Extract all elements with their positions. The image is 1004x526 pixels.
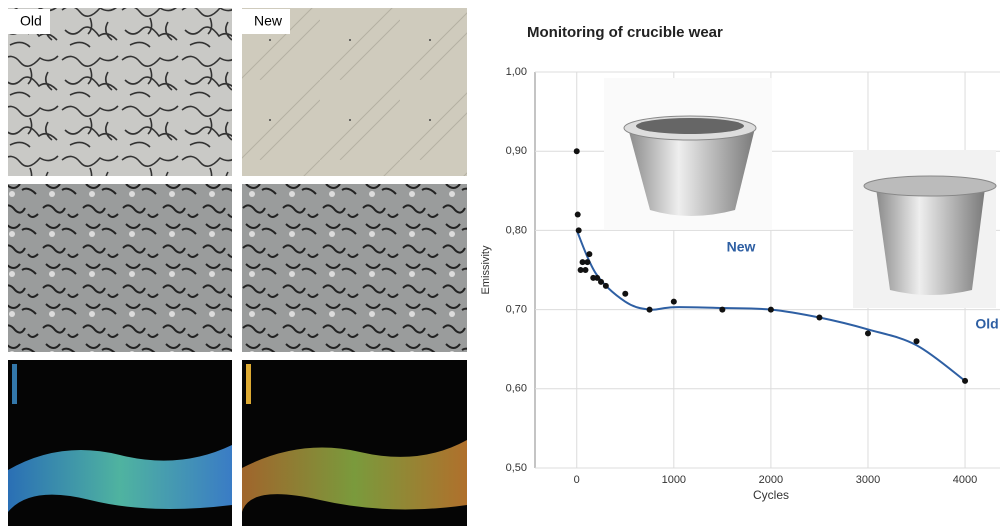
crucible-new xyxy=(628,128,755,216)
y-tick-label: 0,50 xyxy=(506,462,527,474)
x-axis-label: Cycles xyxy=(753,488,789,502)
data-point xyxy=(622,290,629,297)
label-box xyxy=(242,9,290,34)
y-tick-label: 0,90 xyxy=(506,145,527,157)
surface-old-map xyxy=(8,445,232,512)
data-point xyxy=(575,227,582,234)
data-point xyxy=(584,259,591,266)
data-point xyxy=(586,251,593,258)
x-tick-label: 0 xyxy=(574,474,580,486)
y-tick-label: 0,60 xyxy=(506,383,527,395)
x-tick-label: 3000 xyxy=(856,474,880,486)
colorbar xyxy=(12,364,17,404)
y-axis-label: Emissivity xyxy=(480,245,492,294)
data-point xyxy=(594,274,601,281)
y-tick-label: 1,00 xyxy=(506,66,527,78)
x-tick-label: 1000 xyxy=(662,474,686,486)
data-point xyxy=(864,330,871,337)
chart: Monitoring of crucible wear Emissivity C… xyxy=(480,24,1000,502)
label-box xyxy=(8,9,50,34)
data-point xyxy=(719,306,726,313)
annotation: New xyxy=(727,239,756,255)
micro-new-rough xyxy=(242,184,467,352)
data-point xyxy=(646,306,653,313)
x-tick-label: 4000 xyxy=(953,474,977,486)
crucible-rim xyxy=(863,175,997,197)
data-point xyxy=(816,314,823,321)
annotation: Old xyxy=(975,316,998,332)
data-point xyxy=(602,282,609,289)
data-point xyxy=(767,306,774,313)
data-point xyxy=(579,259,586,266)
micro-new xyxy=(242,8,467,176)
data-point xyxy=(913,338,920,345)
panel-label: Old xyxy=(20,13,42,29)
surface-new-map xyxy=(242,440,467,512)
chart-title: Monitoring of crucible wear xyxy=(527,24,723,41)
x-tick-label: 2000 xyxy=(759,474,783,486)
data-point xyxy=(598,278,605,285)
data-point xyxy=(582,267,589,273)
data-point xyxy=(574,211,581,218)
data-point xyxy=(573,148,580,155)
y-tick-label: 0,70 xyxy=(506,304,527,316)
data-point xyxy=(577,267,584,273)
data-point xyxy=(670,298,677,305)
panel-label: New xyxy=(254,13,283,29)
data-point xyxy=(962,377,969,384)
crucible-old xyxy=(876,188,985,295)
micro-old-rough xyxy=(8,184,232,352)
crucible-opening xyxy=(636,118,744,134)
y-tick-label: 0,80 xyxy=(506,224,527,236)
colorbar xyxy=(246,364,251,404)
micro-old xyxy=(8,8,232,176)
